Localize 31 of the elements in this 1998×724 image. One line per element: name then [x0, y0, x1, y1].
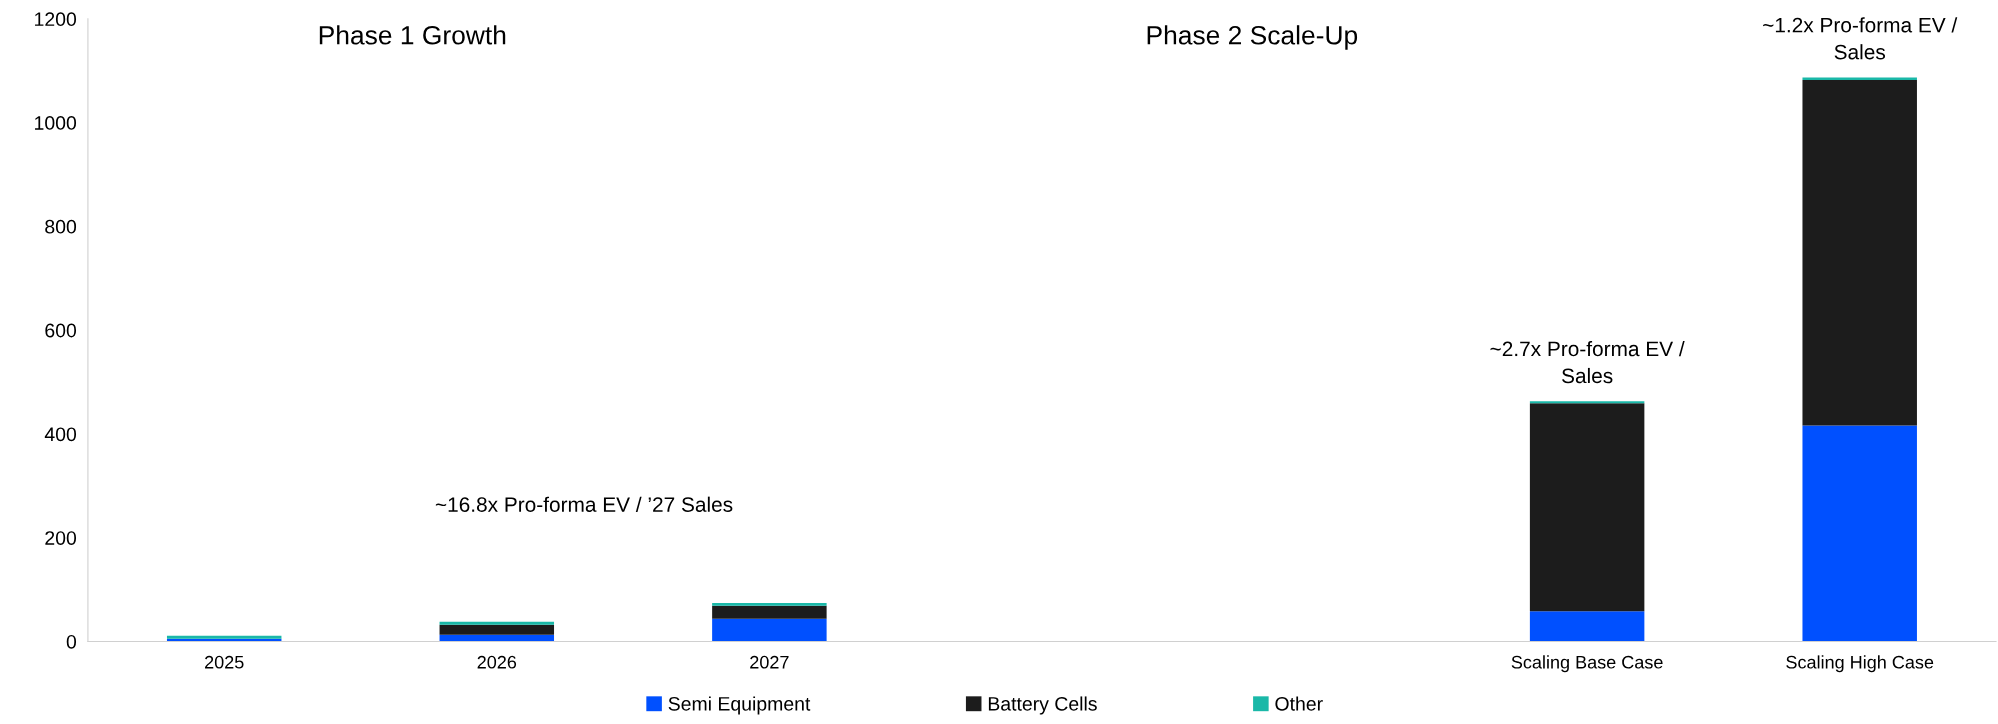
bar: [1802, 77, 1917, 81]
bar: [439, 624, 555, 635]
x-tick-label: 2026: [477, 655, 517, 669]
x-tick-label: 2025: [205, 655, 244, 669]
bar: [439, 621, 555, 625]
bar: [712, 605, 827, 619]
y-tick-label: 1000: [35, 116, 77, 130]
y-tick-label: 1200: [35, 12, 77, 27]
legend-label: Semi Equipment: [668, 696, 811, 715]
y-tick-label: 200: [45, 531, 77, 545]
y-tick-label: 400: [44, 427, 77, 442]
x-tick-label: Scaling Base Case: [1511, 655, 1663, 673]
bar: [712, 603, 827, 606]
bar: [1802, 80, 1917, 426]
bar: [1529, 611, 1645, 642]
bar: [1802, 425, 1917, 642]
x-tick-label: Scaling High Case: [1786, 655, 1934, 673]
annotation: ~2.7x Pro-forma EV / Sales: [1490, 340, 1685, 384]
legend-label: Battery Cells: [988, 696, 1097, 715]
annotation: ~16.8x Pro-forma EV / ’27 Sales: [435, 496, 733, 512]
bar: [712, 618, 827, 642]
legend-label: Other: [1275, 696, 1323, 711]
annotation: ~1.2x Pro-forma EV / Sales: [1763, 17, 1958, 60]
y-tick-label: 800: [45, 219, 77, 234]
annotation: Phase 1 Growth: [319, 25, 506, 45]
y-tick-label: 600: [45, 323, 77, 338]
bar: [1529, 403, 1645, 612]
y-tick-label: 0: [66, 634, 77, 649]
bar: [1529, 401, 1645, 404]
x-tick-label: 2027: [750, 655, 789, 669]
annotation: Phase 2 Scale-Up: [1147, 25, 1358, 50]
